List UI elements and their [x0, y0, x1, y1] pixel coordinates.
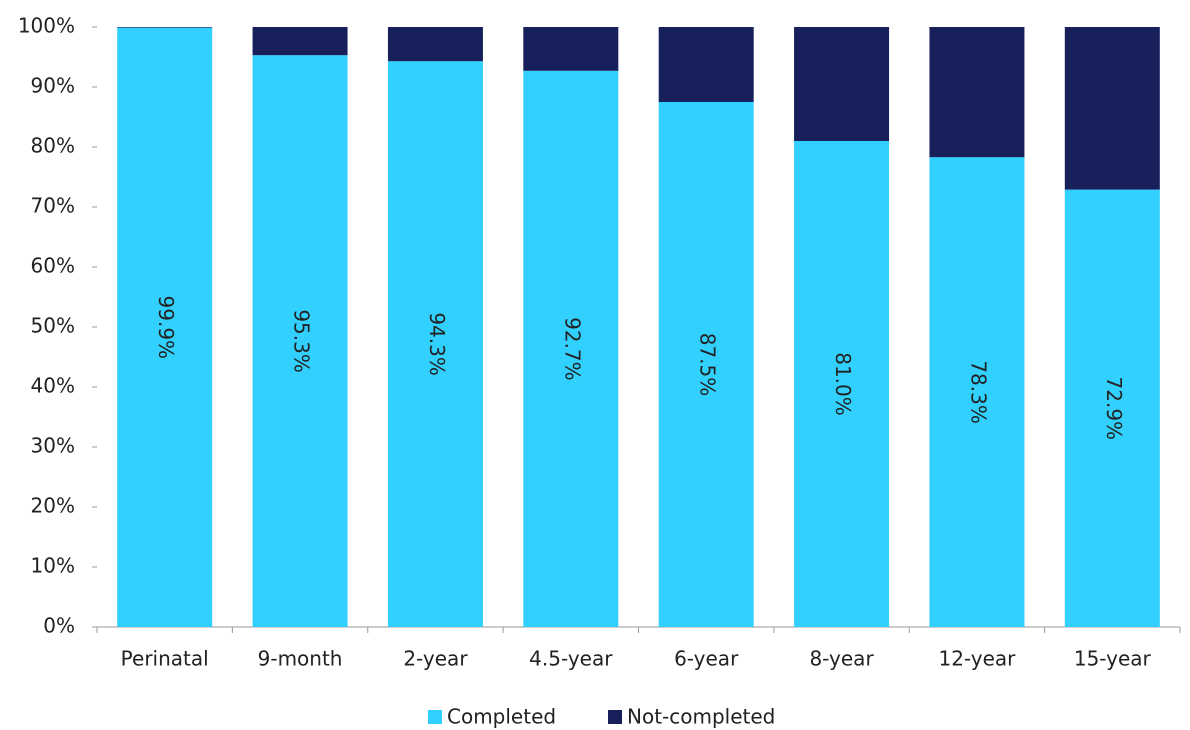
data-label: 95.3%: [290, 309, 314, 373]
x-tick-label: 9-month: [258, 647, 343, 671]
y-tick-label: 10%: [31, 554, 75, 578]
y-tick-label: 50%: [31, 314, 75, 338]
bar-segment: [117, 27, 213, 628]
bar-segment: [117, 27, 213, 28]
data-label: 72.9%: [1102, 377, 1126, 441]
x-tick-label: 12-year: [938, 647, 1016, 671]
data-label: 94.3%: [425, 312, 449, 376]
x-tick-label: 8-year: [809, 647, 874, 671]
bar-segment: [1064, 189, 1160, 627]
data-label: 78.3%: [966, 360, 990, 424]
bar-segment: [658, 27, 754, 102]
legend-swatch: [608, 710, 622, 724]
y-tick-label: 80%: [31, 134, 75, 158]
data-label: 87.5%: [696, 333, 720, 397]
data-label: 81.0%: [831, 352, 855, 416]
y-tick-label: 30%: [31, 434, 75, 458]
bar-segment: [1064, 27, 1160, 190]
y-tick-label: 70%: [31, 194, 75, 218]
y-tick-label: 100%: [18, 14, 75, 38]
legend-label: Not-completed: [627, 705, 775, 729]
x-tick-label: 2-year: [403, 647, 468, 671]
bar-segment: [387, 27, 483, 62]
x-tick-label: Perinatal: [121, 647, 209, 671]
y-tick-label: 20%: [31, 494, 75, 518]
x-tick-label: 15-year: [1074, 647, 1152, 671]
x-tick-label: 6-year: [674, 647, 739, 671]
y-tick-label: 90%: [31, 74, 75, 98]
legend-label: Completed: [447, 705, 556, 729]
y-tick-label: 60%: [31, 254, 75, 278]
data-label: 92.7%: [560, 317, 584, 381]
bar-segment: [523, 27, 619, 71]
y-tick-label: 0%: [43, 614, 75, 638]
bar-segment: [252, 27, 348, 56]
legend-swatch: [428, 710, 442, 724]
bar-segment: [794, 27, 890, 141]
bar-segment: [387, 61, 483, 627]
x-tick-label: 4.5-year: [529, 647, 613, 671]
bar-segment: [929, 157, 1025, 627]
bar-segment: [658, 102, 754, 627]
bar-segment: [523, 70, 619, 628]
y-tick-label: 40%: [31, 374, 75, 398]
data-label: 99.9%: [154, 296, 178, 360]
bar-segment: [252, 55, 348, 627]
bar-segment: [929, 27, 1025, 158]
bar-segment: [794, 141, 890, 627]
